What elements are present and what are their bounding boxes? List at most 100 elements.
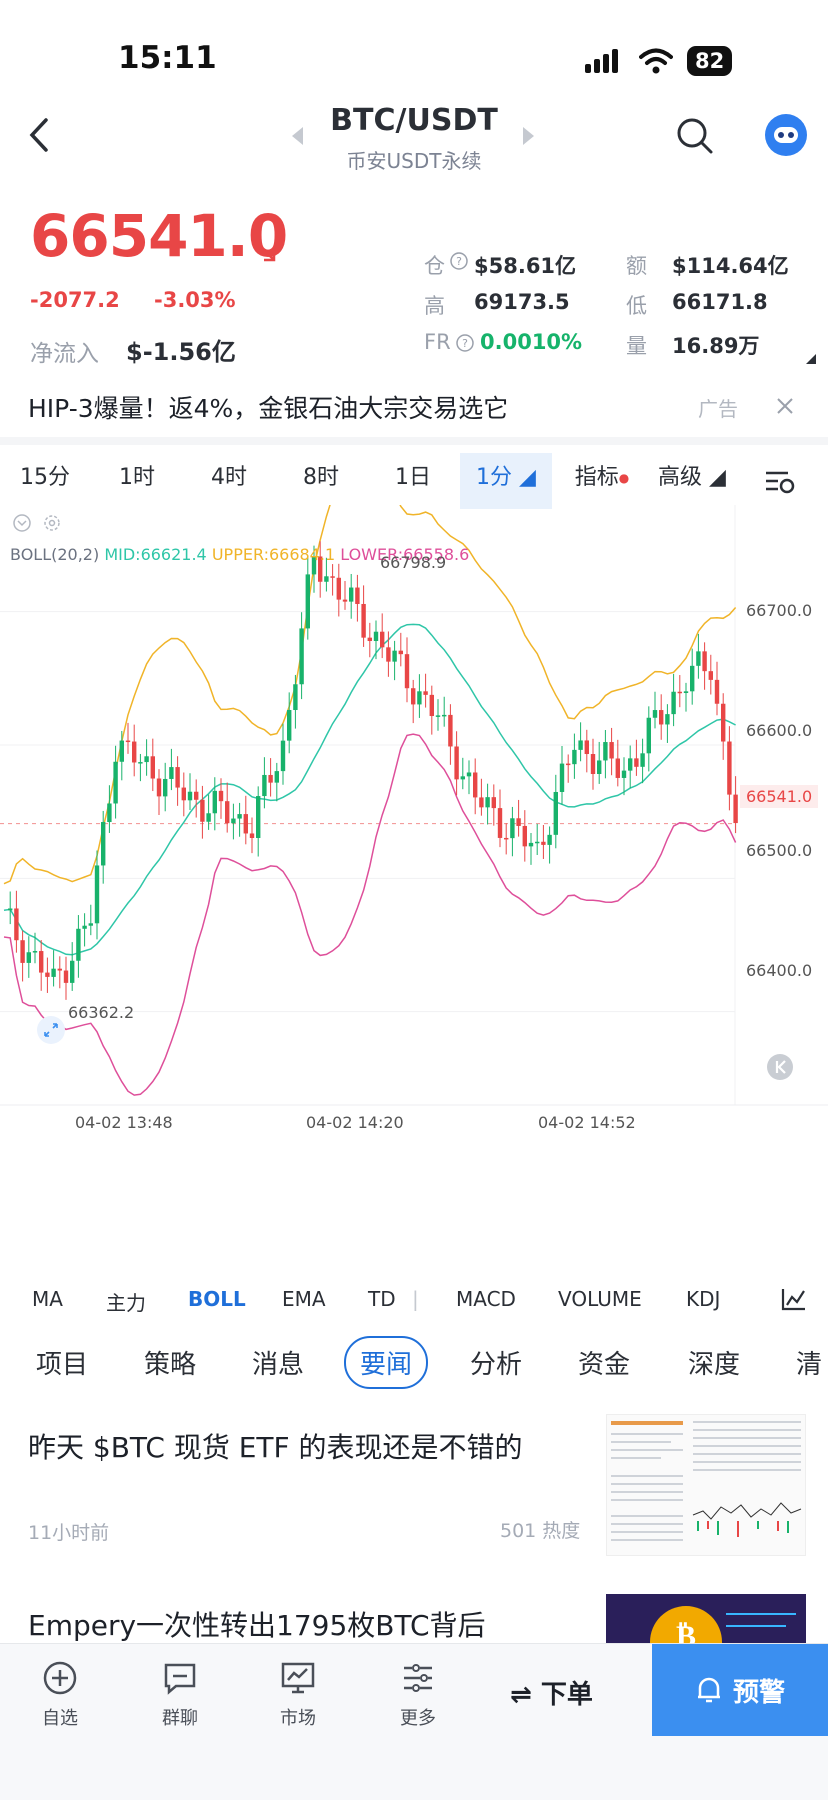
nav-chat[interactable]: 群聊 xyxy=(140,1660,220,1730)
tab-funds[interactable]: 资金 xyxy=(578,1350,631,1380)
candle-body xyxy=(466,772,472,777)
y-tick-2: 66600.0 xyxy=(746,721,813,740)
settings-gear-icon[interactable] xyxy=(42,513,62,533)
candle-body xyxy=(20,940,25,963)
y-tick-3: 66500.0 xyxy=(746,841,813,860)
draw-tool-icon[interactable] xyxy=(780,1285,808,1313)
bottom-nav: 自选 群聊 市场 更多 ⇌ 下单 预警 xyxy=(0,1643,828,1800)
boll-mid-line xyxy=(3,623,736,956)
tf-8h[interactable]: 8时 xyxy=(303,465,339,490)
tab-more[interactable]: 清 xyxy=(796,1350,823,1380)
ad-text[interactable]: HIP-3爆量！返4%，金银石油大宗交易选它 xyxy=(28,394,509,423)
price-alert-button[interactable]: 预警 xyxy=(652,1644,828,1736)
candle-body xyxy=(522,825,527,847)
price-change: -2077.2 xyxy=(30,288,120,312)
candle-body xyxy=(70,960,75,983)
tf-15m[interactable]: 15分 xyxy=(20,465,70,490)
tf-advanced[interactable]: 高级 ◢ xyxy=(658,465,726,490)
candle-body xyxy=(262,774,267,797)
zoom-icon[interactable] xyxy=(36,1015,66,1045)
news-title-2[interactable]: Empery一次性转出1795枚BTC背后 xyxy=(28,1609,486,1642)
reset-chart-icon[interactable] xyxy=(766,1053,794,1081)
candle-body xyxy=(150,756,155,779)
prev-pair-icon[interactable] xyxy=(292,127,304,145)
boll-legend: BOLL(20,2) MID:66621.4 UPPER:66684.1 LOW… xyxy=(10,545,469,564)
timeframe-bar: 15分 1时 4时 8时 1日 1分 ◢ 指标● 高级 ◢ xyxy=(0,437,828,509)
nav-market[interactable]: 市场 xyxy=(258,1660,338,1730)
ind-macd[interactable]: MACD xyxy=(456,1287,516,1311)
candle-body xyxy=(634,758,639,767)
news-title-1[interactable]: 昨天 $BTC 现货 ETF 的表现还是不错的 xyxy=(28,1431,523,1464)
next-pair-icon[interactable] xyxy=(522,127,534,145)
candle-body xyxy=(305,574,310,629)
bot-avatar-icon[interactable] xyxy=(764,113,808,157)
price-chart[interactable]: BOLL(20,2) MID:66621.4 UPPER:66684.1 LOW… xyxy=(0,505,828,1240)
alert-label: 预警 xyxy=(732,1677,785,1708)
candle-body xyxy=(683,691,689,694)
back-icon[interactable] xyxy=(28,117,50,153)
ind-ma[interactable]: MA xyxy=(32,1287,63,1311)
candle-body xyxy=(156,778,162,797)
news-thumbnail-1[interactable] xyxy=(606,1414,806,1556)
candlestick-chart[interactable] xyxy=(0,505,828,1240)
ind-td[interactable]: TD xyxy=(368,1287,396,1311)
expand-corner-icon[interactable] xyxy=(806,354,816,364)
news-thumbnail-2[interactable]: ₿ xyxy=(606,1594,806,1644)
wifi-icon xyxy=(639,48,673,74)
down-arrow-icon xyxy=(258,244,276,262)
candle-body xyxy=(268,774,273,783)
tab-analysis[interactable]: 分析 xyxy=(470,1350,523,1380)
tf-1h[interactable]: 1时 xyxy=(119,465,155,490)
candle-body xyxy=(132,741,137,763)
netflow-label: 净流入 xyxy=(30,341,99,367)
tab-messages[interactable]: 消息 xyxy=(252,1350,305,1380)
candle-body xyxy=(398,650,403,655)
tf-indicators[interactable]: 指标● xyxy=(562,453,642,509)
ind-volume[interactable]: VOLUME xyxy=(558,1287,642,1311)
candle-body xyxy=(299,628,304,685)
boll-upper: UPPER:66684.1 xyxy=(211,545,336,564)
nav-chat-label: 群聊 xyxy=(162,1708,198,1729)
tf-1m[interactable]: 1分 ◢ xyxy=(460,453,552,509)
market-icon xyxy=(281,1662,315,1694)
tab-strategy[interactable]: 策略 xyxy=(144,1350,197,1380)
info-icon[interactable]: ? xyxy=(450,252,468,270)
qty-label: 量 xyxy=(626,334,647,358)
info-tabs: 项目 策略 消息 要闻 分析 资金 深度 清 xyxy=(0,1330,828,1400)
current-price-tag: 66541.0 xyxy=(740,785,819,808)
candle-body xyxy=(206,813,211,822)
candle-body xyxy=(615,758,620,778)
candle-body xyxy=(677,691,682,694)
ind-boll[interactable]: BOLL xyxy=(188,1287,246,1311)
tab-project[interactable]: 项目 xyxy=(36,1350,89,1380)
candle-body xyxy=(528,842,534,847)
tf-4h[interactable]: 4时 xyxy=(211,465,247,490)
high-marker-label: 66798.9 xyxy=(380,553,447,572)
nav-watchlist[interactable]: 自选 xyxy=(20,1660,100,1730)
candle-body xyxy=(510,818,515,839)
tab-headlines[interactable]: 要闻 xyxy=(344,1336,429,1389)
collapse-icon[interactable] xyxy=(12,513,32,533)
candle-body xyxy=(39,951,44,973)
tf-1d[interactable]: 1日 xyxy=(395,465,431,490)
candle-body xyxy=(57,968,62,971)
ind-main[interactable]: 主力 xyxy=(106,1291,146,1315)
close-icon[interactable] xyxy=(776,397,794,415)
nav-more[interactable]: 更多 xyxy=(378,1660,458,1730)
candle-body xyxy=(460,776,465,780)
candle-body xyxy=(231,818,236,824)
tab-depth[interactable]: 深度 xyxy=(688,1350,741,1380)
pair-title[interactable]: BTC/USDT xyxy=(330,103,498,138)
candle-body xyxy=(671,691,676,715)
chart-settings-icon[interactable] xyxy=(764,469,796,495)
ad-banner[interactable]: HIP-3爆量！返4%，金银石油大宗交易选它 广告 xyxy=(0,375,828,435)
search-icon[interactable] xyxy=(676,117,714,155)
place-order-button[interactable]: ⇌ 下单 xyxy=(510,1674,593,1711)
ind-divider: | xyxy=(412,1287,419,1311)
ind-ema[interactable]: EMA xyxy=(282,1287,326,1311)
boll-name: BOLL(20,2) xyxy=(10,545,100,564)
candle-body xyxy=(404,654,410,689)
fr-info-icon[interactable]: ? xyxy=(456,334,474,352)
ind-kdj[interactable]: KDJ xyxy=(686,1287,721,1311)
candle-body xyxy=(640,753,645,767)
